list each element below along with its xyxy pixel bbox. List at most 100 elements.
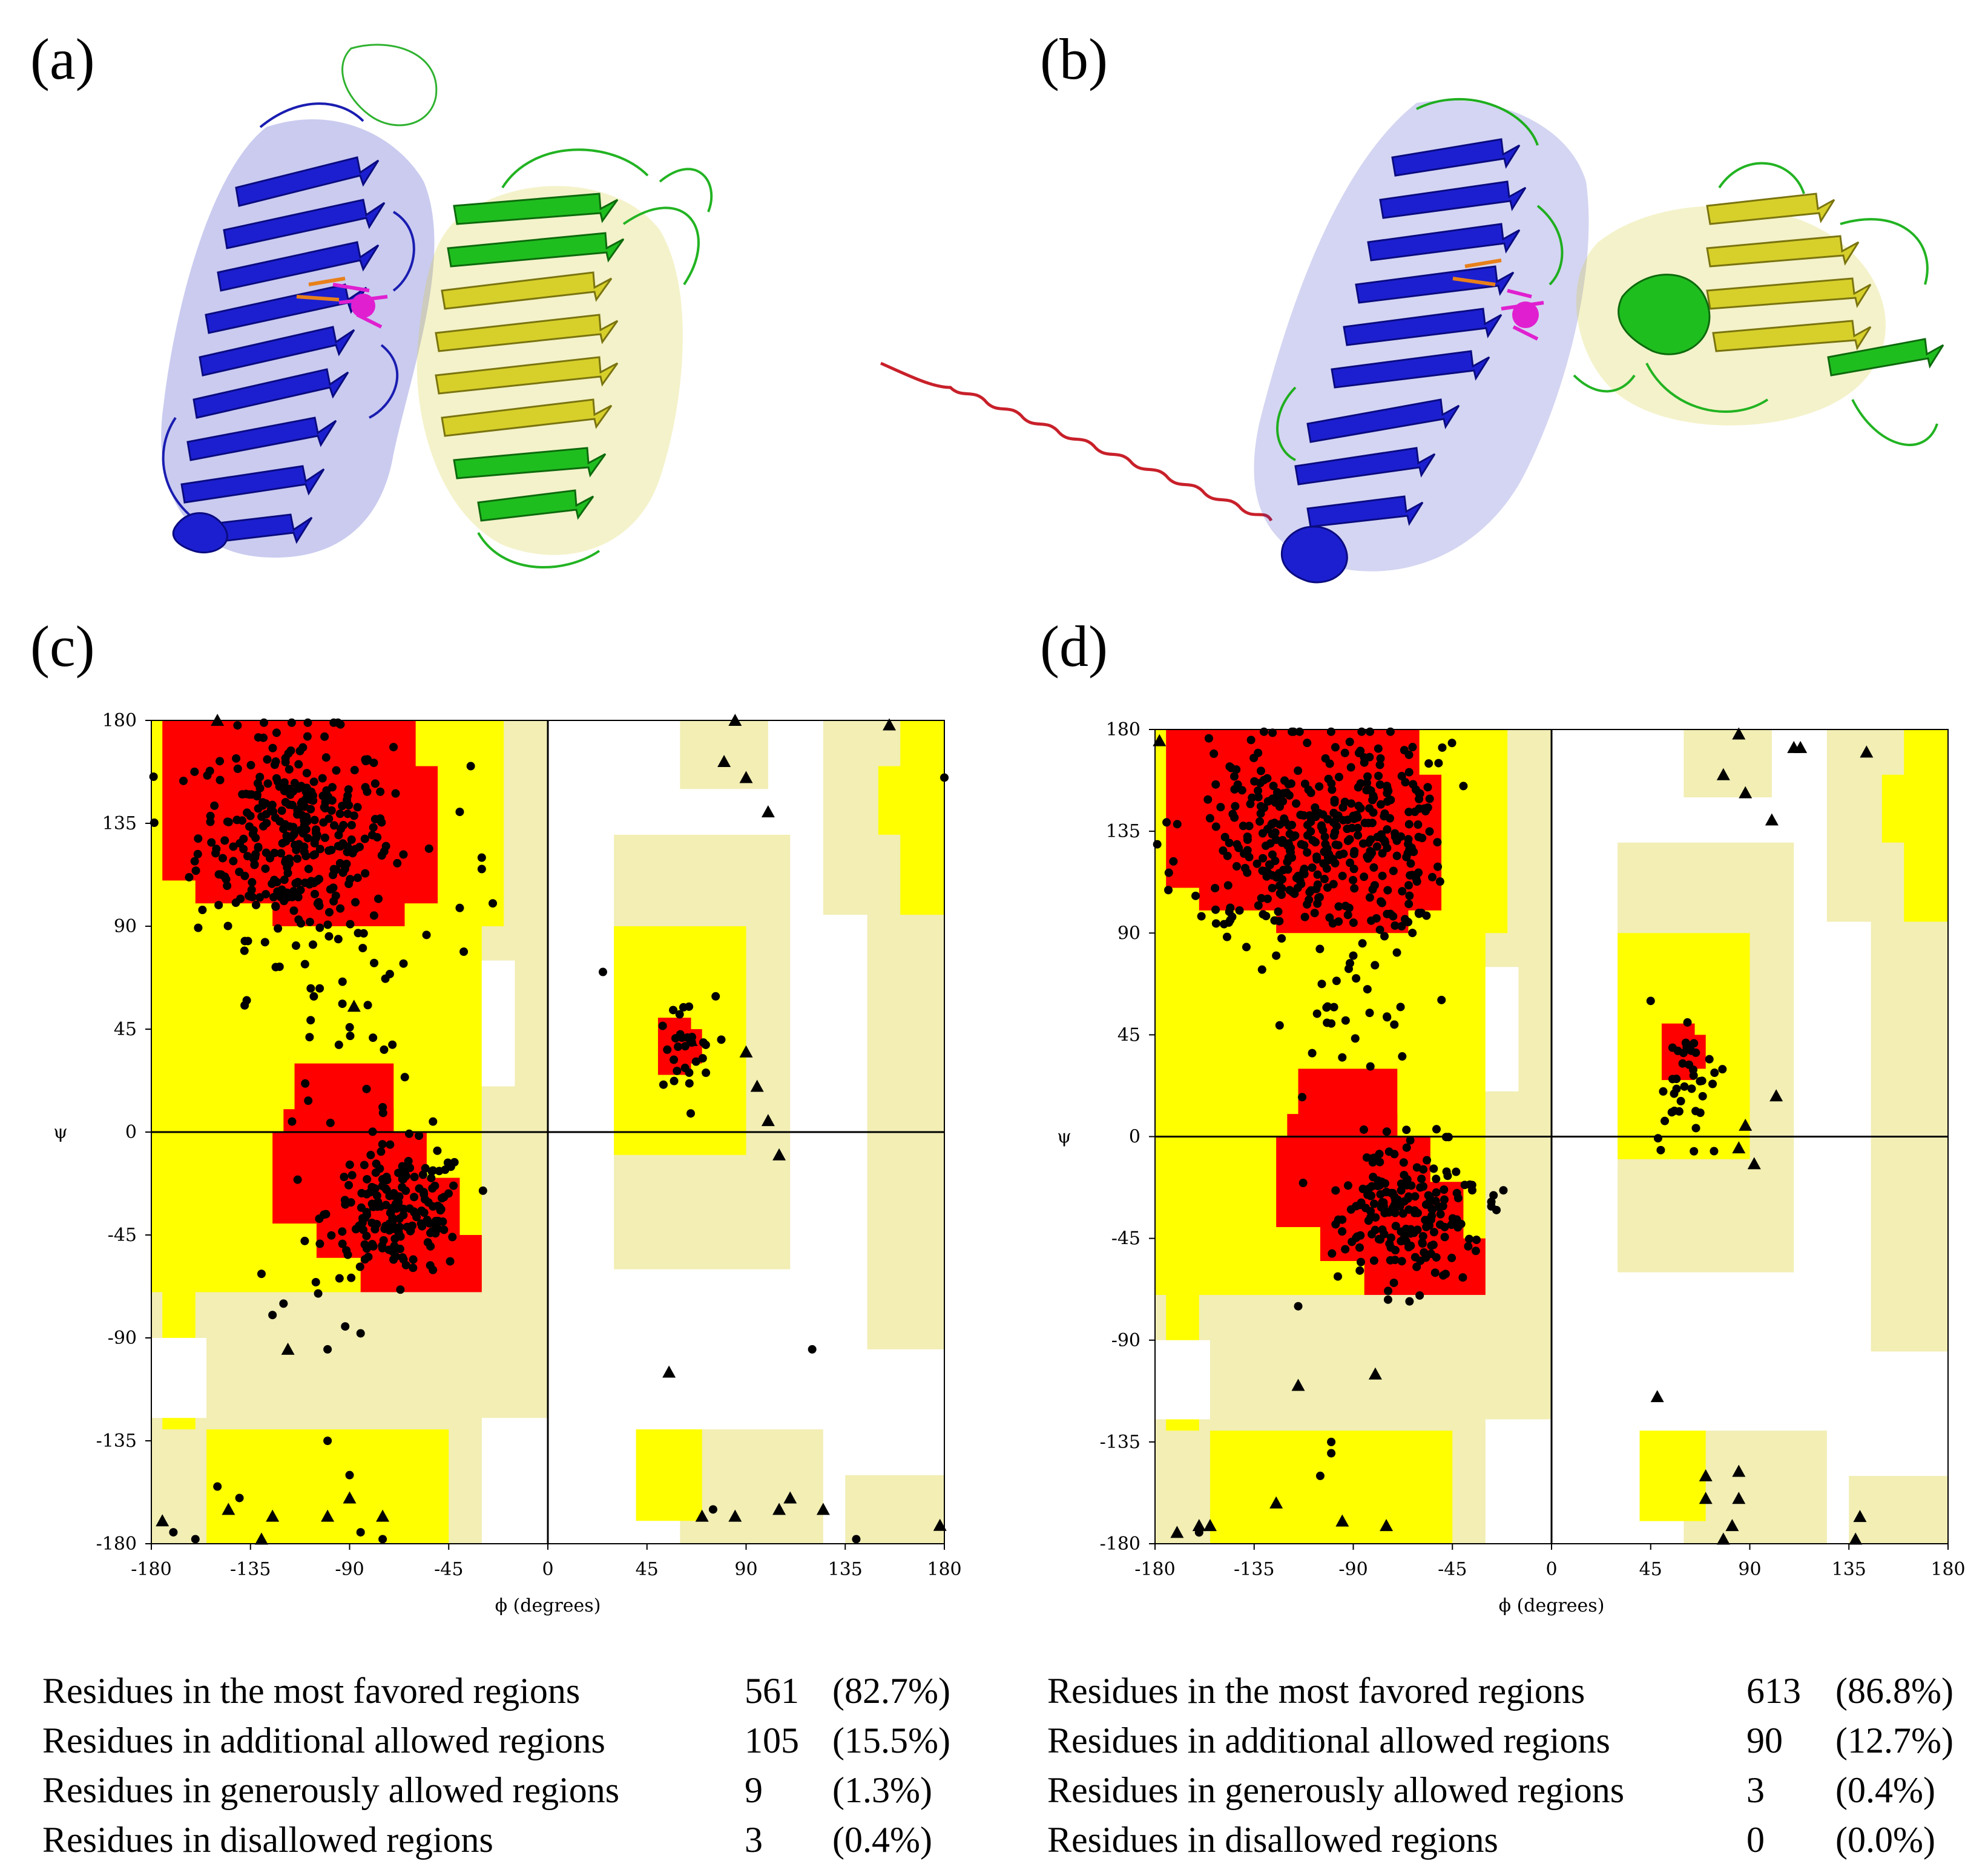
residue-point-beta2 bbox=[1433, 838, 1442, 847]
residue-point-bridge bbox=[313, 899, 322, 908]
x-axis-label: ϕ (degrees) bbox=[495, 1595, 601, 1616]
residue-point-beta bbox=[1239, 822, 1248, 831]
stats-percent: (1.3%) bbox=[832, 1770, 932, 1810]
residue-point-beta bbox=[1263, 825, 1272, 834]
residue-point-beta bbox=[1173, 820, 1182, 829]
residue-point-beta bbox=[255, 893, 265, 902]
residue-point-alpha bbox=[1380, 1205, 1389, 1214]
residue-point-left-handed bbox=[698, 1054, 707, 1063]
residue-point-alpha bbox=[1401, 1237, 1410, 1246]
residue-point bbox=[598, 967, 607, 976]
residue-point-beta bbox=[1299, 811, 1308, 820]
residue-point-beta bbox=[360, 834, 369, 843]
residue-point-beta2 bbox=[1386, 909, 1395, 918]
residue-point-alpha bbox=[1406, 1136, 1415, 1145]
residue-point-beta bbox=[1259, 775, 1268, 785]
y-tick-label: -90 bbox=[1111, 1330, 1140, 1351]
residue-point-left-handed bbox=[1687, 1084, 1696, 1093]
residue-point-beta bbox=[220, 836, 229, 845]
residue-point-beta bbox=[216, 775, 225, 785]
residue-point-beta bbox=[1358, 939, 1367, 948]
glycine-triangle bbox=[321, 1509, 335, 1522]
residue-point-beta bbox=[374, 894, 383, 903]
residue-point-alpha bbox=[1432, 1253, 1441, 1262]
residue-point-beta2 bbox=[1348, 823, 1357, 832]
stats-label: Residues in generously allowed regions bbox=[1047, 1770, 1625, 1810]
residue-point-alpha bbox=[362, 1244, 371, 1253]
residue-point-alpha bbox=[1467, 1186, 1476, 1195]
residue-point-beta bbox=[214, 901, 223, 910]
residue-point-beta bbox=[1325, 759, 1334, 768]
residue-point-left-handed bbox=[1680, 1082, 1689, 1091]
region-generously-allowed bbox=[1684, 729, 1772, 798]
residue-point-left-handed bbox=[1661, 1116, 1670, 1125]
residue-point-alpha bbox=[1341, 1245, 1350, 1254]
residue-point-alpha bbox=[1352, 1233, 1361, 1242]
residue-point-alpha bbox=[1357, 1198, 1366, 1207]
residue-point-beta bbox=[353, 803, 362, 812]
residue-point-beta2 bbox=[1377, 898, 1386, 907]
glycine-triangle bbox=[254, 1532, 268, 1545]
residue-point-beta bbox=[1341, 901, 1350, 910]
residue-point-left-handed bbox=[663, 1045, 672, 1054]
residue-point-left-handed bbox=[670, 1055, 679, 1064]
residue-point-beta bbox=[150, 818, 159, 827]
glycine-triangle bbox=[222, 1503, 235, 1515]
residue-point-beta bbox=[1310, 909, 1319, 918]
residue-point-alpha bbox=[1428, 1205, 1437, 1214]
residue-point-beta bbox=[361, 755, 370, 764]
residue-point-left-handed bbox=[1718, 1065, 1727, 1074]
region-disallowed bbox=[481, 1418, 548, 1544]
residue-point-beta bbox=[310, 850, 319, 859]
residue-point-beta bbox=[310, 815, 319, 825]
residue-point-beta bbox=[1277, 934, 1286, 943]
glycine-triangle bbox=[1732, 727, 1746, 740]
residue-point-alpha bbox=[1363, 1190, 1372, 1199]
glycine-triangle bbox=[772, 1503, 786, 1515]
glycine-triangle bbox=[266, 1509, 280, 1522]
residue-point-beta bbox=[1304, 785, 1313, 794]
x-tick-label: -90 bbox=[1338, 1559, 1368, 1580]
residue-point bbox=[477, 864, 486, 874]
residue-point-beta2 bbox=[1438, 743, 1447, 752]
residue-point bbox=[1349, 951, 1358, 960]
residue-point-alpha bbox=[410, 1193, 419, 1202]
residue-point-left-handed bbox=[669, 1006, 678, 1015]
residue-point-alpha bbox=[1430, 1268, 1440, 1277]
residue-point-beta2 bbox=[1366, 847, 1375, 856]
residue-point-beta bbox=[1349, 918, 1358, 927]
residue-point-beta bbox=[353, 873, 362, 882]
residue-point-alpha bbox=[1417, 1174, 1426, 1184]
glycine-triangle bbox=[728, 1509, 742, 1522]
residue-point-beta bbox=[1259, 910, 1268, 919]
region-additional-allowed bbox=[878, 766, 944, 835]
residue-point-alpha bbox=[398, 1253, 407, 1262]
residue-point-beta bbox=[1318, 810, 1328, 819]
residue-point-beta bbox=[1295, 727, 1304, 736]
residue-point-beta bbox=[277, 806, 286, 815]
residue-point-alpha bbox=[401, 1186, 410, 1195]
glycine-triangle bbox=[1747, 1157, 1761, 1170]
stats-label: Residues in generously allowed regions bbox=[42, 1770, 620, 1810]
residue-point-alpha bbox=[314, 1289, 323, 1298]
x-tick-label: -180 bbox=[1134, 1559, 1175, 1580]
residue-point-bridge bbox=[288, 1117, 297, 1126]
residue-point-left-handed bbox=[1676, 1096, 1685, 1105]
residue-point-beta bbox=[1254, 748, 1263, 757]
residue-point-beta bbox=[296, 886, 305, 895]
residue-point-beta bbox=[1219, 846, 1228, 855]
residue-point-beta2 bbox=[1434, 759, 1443, 768]
residue-point-beta bbox=[1408, 743, 1417, 752]
residue-point-bridge bbox=[400, 1073, 409, 1082]
residue-point-alpha bbox=[426, 1242, 435, 1251]
residue-point-beta bbox=[399, 850, 408, 859]
residue-point-beta bbox=[309, 777, 318, 786]
ramachandran-plot-d: -180 -135 -90 -45 0 45 90 135 180 -180 -135 -90 -45 0… bbox=[1057, 719, 1965, 1616]
residue-point-alpha bbox=[1425, 1192, 1434, 1201]
residue-point-beta bbox=[1278, 835, 1287, 845]
residue-point-alpha bbox=[431, 1229, 440, 1238]
residue-point-bridge bbox=[1329, 1003, 1338, 1012]
residue-point-alpha bbox=[355, 1221, 364, 1230]
residue-point bbox=[356, 1528, 365, 1537]
glycine-triangle bbox=[1203, 1519, 1217, 1532]
